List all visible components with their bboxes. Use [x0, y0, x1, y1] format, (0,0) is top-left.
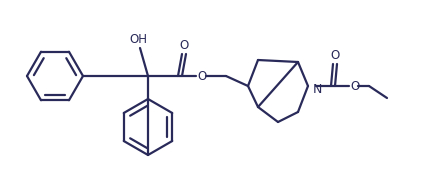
Text: N: N [313, 83, 322, 95]
Text: O: O [350, 79, 360, 93]
Text: O: O [179, 39, 189, 51]
Text: O: O [331, 49, 340, 62]
Text: O: O [197, 69, 207, 83]
Text: OH: OH [129, 33, 147, 46]
